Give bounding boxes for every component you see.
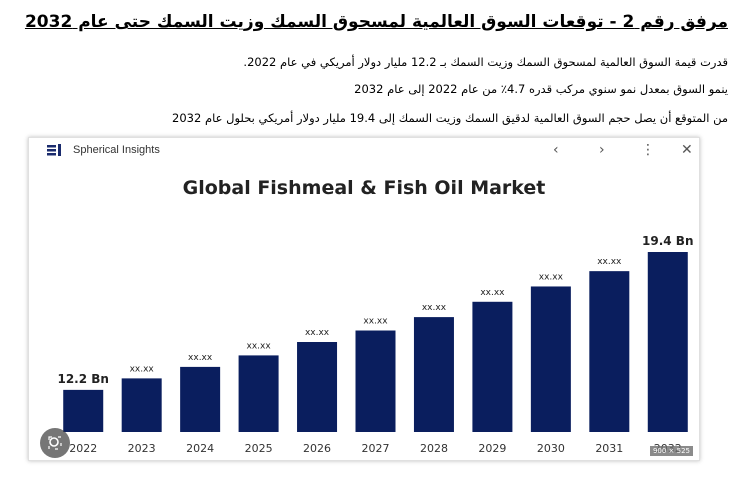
- bar-2030: [530, 286, 571, 432]
- chart-title: Global Fishmeal & Fish Oil Market: [183, 177, 546, 199]
- x-tick-label-2024: 2024: [186, 442, 214, 455]
- x-tick-label-2026: 2026: [303, 442, 331, 455]
- paragraph-forecast: من المتوقع أن يصل حجم السوق العالمية لدق…: [172, 111, 728, 125]
- chart-card: Spherical Insights ‹ › ⋮ ✕ Global Fishme…: [28, 137, 700, 461]
- data-label-2024: xx.xx: [188, 353, 213, 363]
- brand-name: Spherical Insights: [73, 144, 160, 156]
- chevron-right-icon[interactable]: ›: [599, 142, 605, 158]
- x-tick-label-2030: 2030: [537, 442, 565, 455]
- data-label-2025: xx.xx: [247, 341, 272, 351]
- data-label-2032: 19.4 Bn: [642, 234, 693, 248]
- bar-2027: [355, 330, 396, 432]
- x-tick-label-2025: 2025: [245, 442, 273, 455]
- bar-2028: [413, 317, 454, 432]
- data-label-2029: xx.xx: [480, 288, 505, 298]
- more-icon[interactable]: ⋮: [641, 142, 655, 158]
- data-label-2031: xx.xx: [597, 257, 622, 267]
- lens-search-icon[interactable]: [40, 428, 70, 458]
- x-tick-label-2031: 2031: [595, 442, 623, 455]
- spherical-insights-logo-icon: [47, 144, 63, 156]
- paragraph-market-value: قدرت قيمة السوق العالمية لمسحوق السمك وز…: [243, 55, 728, 69]
- data-label-2027: xx.xx: [363, 317, 388, 327]
- x-tick-label-2029: 2029: [478, 442, 506, 455]
- image-size-badge: 900 × 525: [649, 446, 693, 456]
- bar-2031: [589, 271, 630, 432]
- x-tick-label-2023: 2023: [128, 442, 156, 455]
- bar-2025: [238, 355, 279, 432]
- data-label-2030: xx.xx: [539, 272, 564, 282]
- data-label-2026: xx.xx: [305, 328, 330, 338]
- bar-2022: [63, 389, 104, 432]
- data-label-2022: 12.2 Bn: [57, 372, 108, 386]
- x-tick-label-2027: 2027: [362, 442, 390, 455]
- data-label-2023: xx.xx: [130, 364, 155, 374]
- brand-header: Spherical Insights: [47, 144, 160, 156]
- chevron-left-icon[interactable]: ‹: [553, 142, 559, 158]
- document-heading: مرفق رقم 2 - توقعات السوق العالمية لمسحو…: [24, 12, 728, 32]
- bar-chart: Global Fishmeal & Fish Oil Market 12.2 Bn…: [57, 177, 693, 455]
- bar-2024: [180, 366, 221, 432]
- close-icon[interactable]: ✕: [681, 142, 693, 158]
- data-label-2028: xx.xx: [422, 303, 447, 313]
- bar-2032: [647, 252, 688, 432]
- bar-2029: [472, 301, 513, 432]
- bar-2026: [297, 342, 338, 432]
- x-tick-label-2028: 2028: [420, 442, 448, 455]
- x-tick-label-2022: 2022: [69, 442, 97, 455]
- paragraph-growth-rate: ينمو السوق بمعدل نمو سنوي مركب قدره 4.7٪…: [354, 82, 728, 96]
- bar-2023: [121, 378, 162, 432]
